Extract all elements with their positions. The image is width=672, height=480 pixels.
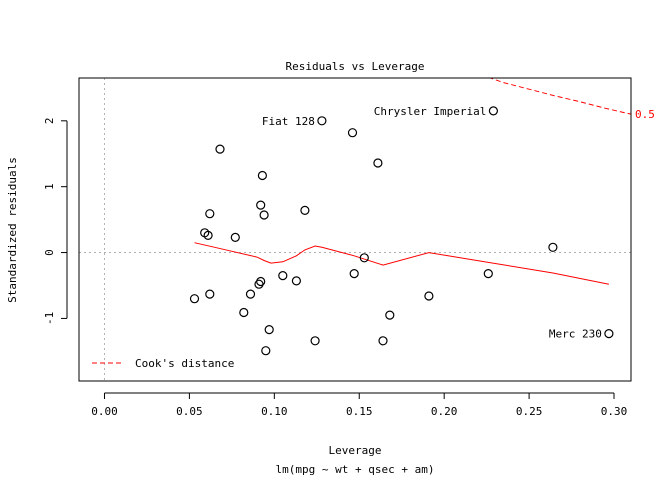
cooks-distance-lines: 0.5 xyxy=(488,78,655,121)
data-point-30 xyxy=(488,106,498,116)
x-axis-label: Leverage xyxy=(329,444,382,457)
data-point-16 xyxy=(264,325,274,335)
y-tick-label-1: 0 xyxy=(43,249,56,256)
point-labels: Fiat 128 Chrysler Imperial Merc 230 xyxy=(262,105,602,341)
y-axis: -1 0 1 2 xyxy=(43,118,68,325)
data-point-24 xyxy=(359,253,369,263)
x-tick-label-6: 0.30 xyxy=(601,405,628,418)
point-label-3: Merc 230 xyxy=(549,328,602,341)
data-point-28 xyxy=(424,291,434,301)
data-point-21 xyxy=(317,116,327,126)
x-axis: 0.00 0.05 0.10 0.15 0.20 0.25 0.30 xyxy=(91,392,628,418)
data-point-32 xyxy=(604,329,614,339)
data-point-15 xyxy=(261,346,271,356)
data-point-9 xyxy=(245,289,256,299)
data-point-31 xyxy=(548,242,558,252)
data-point-18 xyxy=(291,276,301,286)
data-point-14 xyxy=(259,210,269,220)
data-point-6 xyxy=(215,144,225,154)
x-tick-label-5: 0.25 xyxy=(516,405,543,418)
data-point-4 xyxy=(205,209,215,219)
model-formula-subtitle: lm(mpg ~ wt + qsec + am) xyxy=(276,463,435,476)
legend-cooks-label: Cook's distance xyxy=(135,357,234,370)
y-axis-label: Standardized residuals xyxy=(6,157,19,303)
data-point-12 xyxy=(256,200,266,210)
x-tick-label-3: 0.15 xyxy=(346,405,373,418)
data-point-22 xyxy=(347,128,358,138)
smooth-line xyxy=(194,242,609,285)
data-point-7 xyxy=(230,232,240,242)
legend: Cook's distance xyxy=(92,357,234,370)
data-point-11 xyxy=(256,276,266,287)
y-tick-label-3: 2 xyxy=(43,118,56,125)
plot-frame xyxy=(78,77,632,382)
reference-lines xyxy=(79,78,631,381)
chart-title: Residuals vs Leverage xyxy=(285,60,424,73)
data-point-3 xyxy=(203,230,213,240)
x-tick-label-4: 0.20 xyxy=(431,405,458,418)
data-point-26 xyxy=(378,336,388,346)
data-point-13 xyxy=(257,170,267,181)
data-point-19 xyxy=(300,205,310,215)
data-point-10 xyxy=(254,279,264,289)
data-point-27 xyxy=(385,310,395,320)
point-label-1: Fiat 128 xyxy=(262,115,315,128)
data-point-29 xyxy=(483,269,493,279)
data-point-25 xyxy=(373,158,383,168)
data-point-23 xyxy=(349,269,359,279)
x-tick-label-0: 0.00 xyxy=(91,405,118,418)
data-point-17 xyxy=(278,271,288,281)
cooks-distance-level-label: 0.5 xyxy=(635,108,655,121)
x-tick-label-1: 0.05 xyxy=(176,405,203,418)
cooks-distance-0.5-line xyxy=(488,78,631,115)
y-tick-label-2: 1 xyxy=(43,183,56,190)
data-point-8 xyxy=(239,307,249,318)
x-tick-label-2: 0.10 xyxy=(261,405,288,418)
data-point-20 xyxy=(310,336,320,346)
point-label-2: Chrysler Imperial xyxy=(374,105,487,118)
data-points xyxy=(189,106,614,356)
data-point-1 xyxy=(189,294,200,304)
smooth-line-group xyxy=(194,242,609,285)
y-tick-label-0: -1 xyxy=(43,312,56,325)
data-point-5 xyxy=(205,289,215,299)
